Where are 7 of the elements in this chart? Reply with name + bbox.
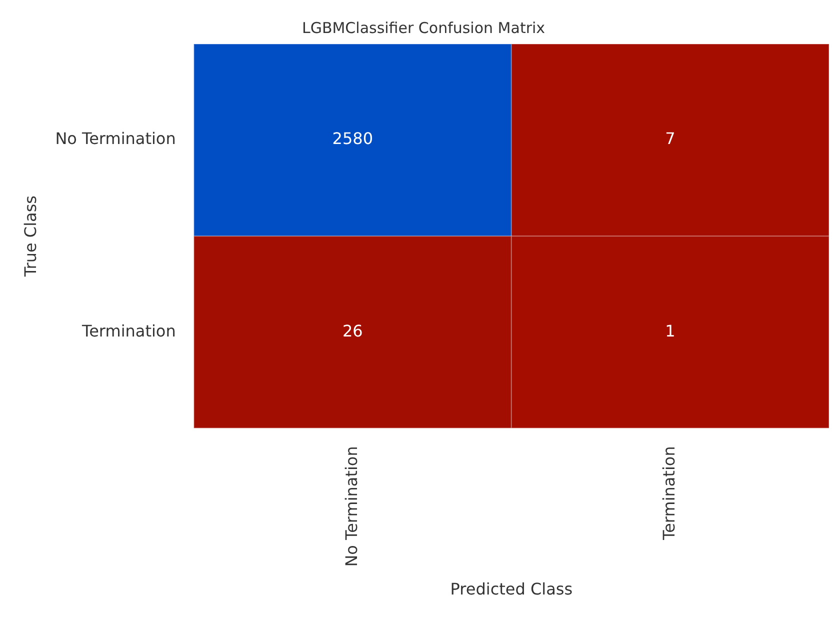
- x-axis-title: Predicted Class: [450, 580, 573, 599]
- data-label: 7: [665, 129, 676, 148]
- data-label: 2580: [332, 129, 374, 148]
- data-label: 26: [342, 321, 363, 340]
- chart-title: LGBMClassifier Confusion Matrix: [302, 18, 546, 37]
- y-axis-title: True Class: [20, 195, 40, 278]
- data-label: 1: [665, 321, 676, 340]
